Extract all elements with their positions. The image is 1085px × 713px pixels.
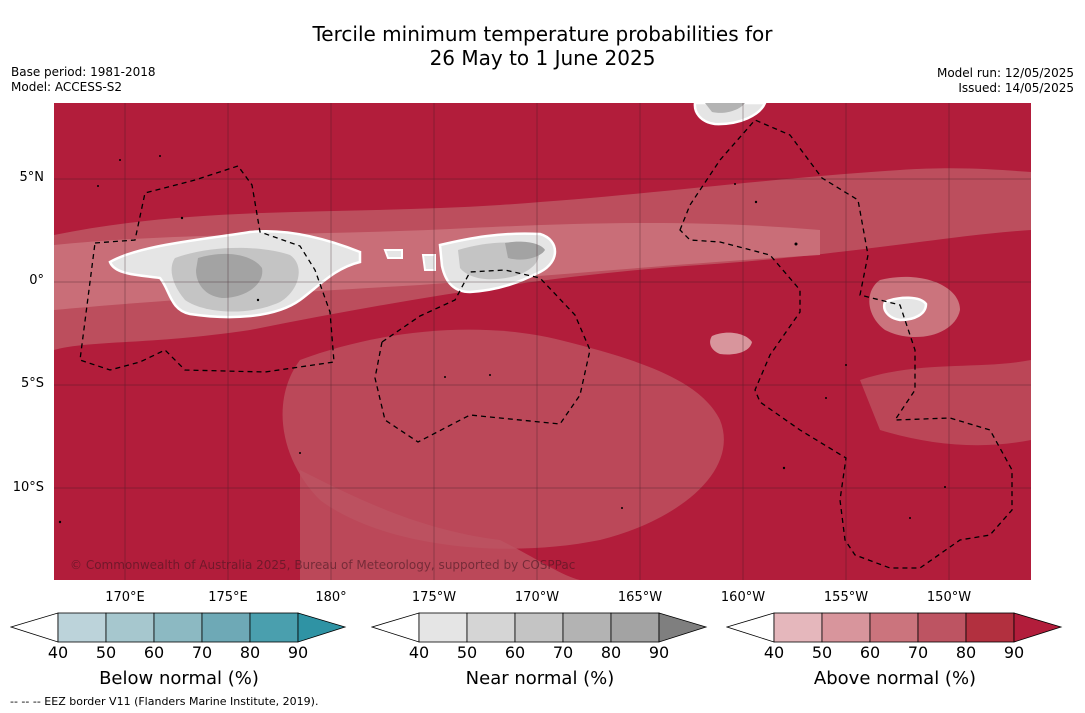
colorbar-swatch — [466, 612, 516, 643]
colorbar-swatch — [562, 612, 612, 643]
lon-label-175w: 175°W — [411, 590, 457, 605]
near-normal-blob-north-core — [705, 103, 745, 113]
colorbar-title-near: Near normal (%) — [465, 668, 615, 689]
near-normal-speck-1 — [383, 249, 403, 259]
lon-label-180: 180° — [315, 590, 347, 605]
colorbar-tick-label: 60 — [504, 643, 526, 662]
base-period: Base period: 1981-2018 — [11, 65, 156, 79]
colorbar-above-normal — [726, 612, 1063, 643]
colorbar-swatch — [57, 612, 107, 643]
colorbar-tick-label: 80 — [239, 643, 261, 662]
model-name: Model: ACCESS-S2 — [11, 80, 123, 94]
near-normal-blob-central-core — [505, 241, 545, 260]
colorbar-swatch — [610, 612, 660, 643]
near-normal-blob-west-core — [196, 253, 263, 298]
colorbar-tick-label: 60 — [143, 643, 165, 662]
lon-label-170e: 170°E — [105, 590, 145, 605]
title-line-1: Tercile minimum temperature probabilitie… — [312, 22, 773, 46]
colorbar-extend-low — [371, 612, 420, 643]
lon-label-165w: 165°W — [617, 590, 663, 605]
colorbar-swatch — [153, 612, 203, 643]
copyright-notice: © Commonwealth of Australia 2025, Bureau… — [70, 558, 576, 572]
colorbar-extend-low — [10, 612, 59, 643]
south-edge-patch — [300, 470, 580, 580]
lon-label-155w: 155°W — [823, 590, 869, 605]
colorbar-below-normal — [10, 612, 347, 643]
colorbar-swatch — [917, 612, 967, 643]
colorbar-extend-low — [726, 612, 775, 643]
map-title: Tercile minimum temperature probabilitie… — [0, 22, 1085, 70]
colorbar-tick-label: 60 — [859, 643, 881, 662]
colorbar-extend-high — [297, 612, 347, 643]
lon-label-160w: 160°W — [720, 590, 766, 605]
colorbar-tick-label: 40 — [408, 643, 430, 662]
colorbar-tick-label: 40 — [763, 643, 785, 662]
issued-date: Issued: 14/05/2025 — [958, 81, 1074, 95]
colorbar-tick-label: 40 — [47, 643, 69, 662]
colorbar-swatch — [418, 612, 468, 643]
south-patch — [282, 329, 724, 549]
colorbar-swatch — [821, 612, 871, 643]
colorbar-swatch — [105, 612, 155, 643]
colorbar-tick-label: 90 — [648, 643, 670, 662]
graticule — [54, 103, 1031, 580]
colorbar-extend-high — [658, 612, 708, 643]
colorbar-tick-label: 90 — [287, 643, 309, 662]
colorbar-tick-label: 80 — [955, 643, 977, 662]
colorbar-tick-label: 90 — [1003, 643, 1025, 662]
lon-label-175e: 175°E — [208, 590, 248, 605]
near-normal-speck-2 — [421, 254, 436, 271]
lon-label-150w: 150°W — [926, 590, 972, 605]
colorbar-tick-label: 70 — [552, 643, 574, 662]
map-field — [54, 103, 1031, 580]
eez-borders — [79, 119, 1013, 569]
eez-footnote: -- -- -- EEZ border V11 (Flanders Marine… — [10, 695, 319, 708]
lat-label-5s: 5°S — [20, 376, 44, 391]
model-run: Model run: 12/05/2025 — [936, 66, 1074, 80]
colorbar-swatch — [773, 612, 823, 643]
meta-left: Base period: 1981-2018 Model: ACCESS-S2 — [11, 65, 156, 95]
colorbar-swatch — [201, 612, 251, 643]
colorbar-near-normal — [371, 612, 708, 643]
lon-label-170w: 170°W — [514, 590, 560, 605]
east-patch — [860, 360, 1031, 446]
lat-label-5n: 5°N — [19, 170, 45, 185]
colorbar-extend-high — [1013, 612, 1063, 643]
meta-right: Model run: 12/05/2025 Issued: 14/05/2025 — [937, 66, 1074, 96]
colorbar-tick-label: 80 — [600, 643, 622, 662]
colorbar-title-below: Below normal (%) — [99, 668, 259, 689]
colorbar-title-above: Above normal (%) — [813, 668, 977, 689]
colorbar-tick-label: 50 — [456, 643, 478, 662]
light-patch-small — [710, 332, 752, 355]
title-line-2: 26 May to 1 June 2025 — [429, 46, 656, 70]
colorbar-swatch — [869, 612, 919, 643]
colorbar-tick-label: 70 — [907, 643, 929, 662]
lat-label-10s: 10°S — [12, 480, 44, 495]
colorbar-tick-label: 50 — [95, 643, 117, 662]
colorbar-tick-label: 50 — [811, 643, 833, 662]
islands — [58, 155, 946, 524]
colorbar-tick-label: 70 — [191, 643, 213, 662]
colorbar-swatch — [965, 612, 1015, 643]
colorbar-swatch — [249, 612, 299, 643]
lat-label-0: 0° — [29, 273, 44, 288]
colorbar-swatch — [514, 612, 564, 643]
